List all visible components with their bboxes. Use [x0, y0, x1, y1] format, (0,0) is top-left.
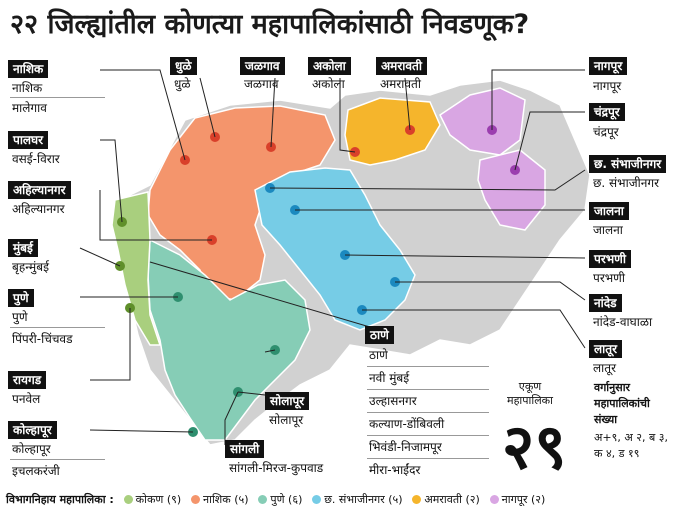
city-amravati: अमरावती: [380, 77, 421, 91]
city-thane: ठाणे: [369, 348, 388, 362]
total-value: २९: [502, 410, 567, 483]
district-header-dhule: धुळे: [170, 57, 197, 75]
legend-item-nashik: नाशिक (५): [202, 493, 249, 506]
city-akola: अकोला: [312, 77, 345, 91]
city-ahilyanagar: अहिल्यानगर: [12, 202, 65, 216]
city-jalna: जालना: [593, 223, 623, 237]
legend-item-amravati: अमरावती (२): [424, 493, 480, 506]
legend: विभागनिहाय महापालिका : कोकण (९) नाशिक (५…: [6, 492, 545, 507]
legend-dot-nashik: [190, 495, 200, 504]
divider: [10, 327, 105, 328]
map-nagpur-region: [439, 87, 526, 156]
map-amravati-region: [344, 97, 441, 166]
legend-item-kokan: कोकण (९): [135, 493, 182, 506]
legend-item-sambhajinagar: छ. संभाजीनगर (५): [324, 493, 403, 506]
city-kolhapur: कोल्हापूर: [12, 442, 51, 456]
legend-dot-pune: [258, 495, 268, 504]
city-mira-bhayandar: मीरा-भाईंदर: [369, 463, 421, 477]
divider: [367, 389, 489, 390]
city-malegaon: मालेगाव: [12, 101, 47, 115]
legend-dot-amravati: [412, 495, 422, 504]
category-heading-2: महापालिकांची: [594, 397, 650, 410]
district-header-mumbai: मुंबई: [8, 239, 38, 257]
total-label-2: महापालिका: [507, 394, 553, 407]
district-header-parbhani: परभणी: [589, 250, 631, 268]
divider: [367, 458, 489, 459]
category-heading-3: संख्या: [594, 413, 618, 426]
city-solapur: सोलापूर: [269, 413, 304, 427]
district-header-latur: लातूर: [589, 340, 622, 358]
divider: [10, 97, 105, 98]
district-header-sangli: सांगली: [225, 440, 265, 458]
divider: [367, 366, 489, 367]
city-dhule: धुळे: [174, 77, 191, 91]
map-leader-lines: [79, 69, 586, 445]
district-header-palghar: पालघर: [8, 131, 49, 149]
city-ulhasnagar: उल्हासनगर: [369, 394, 417, 408]
district-header-sambhajinagar: छ. संभाजीनगर: [589, 155, 667, 173]
city-navi-mumbai: नवी मुंबई: [369, 371, 410, 385]
district-header-raigad: रायगड: [8, 371, 47, 389]
total-label-1: एकूण: [518, 380, 542, 393]
legend-dot-nagpur: [489, 495, 499, 504]
city-jalgaon: जळगाव: [244, 77, 279, 91]
page-title: २२ जिल्ह्यांतील कोणत्या महापालिकांसाठी न…: [10, 9, 530, 40]
city-sambhajinagar: छ. संभाजीनगर: [593, 176, 660, 190]
district-header-jalna: जालना: [589, 202, 629, 220]
legend-item-nagpur: नागपूर (२): [501, 493, 546, 506]
legend-item-pune: पुणे (६): [270, 493, 303, 506]
city-sangli-miraj-kupwad: सांगली-मिरज-कुपवाड: [229, 461, 324, 475]
district-header-nanded: नांदेड: [589, 294, 622, 312]
city-parbhani: परभणी: [593, 271, 625, 285]
map-dots: [115, 125, 520, 437]
city-nanded-waghala: नांदेड-वाघाळा: [593, 315, 653, 329]
city-pune: पुणे: [12, 310, 28, 324]
district-header-amravati: अमरावती: [376, 57, 427, 75]
city-chandrapur: चंद्रपूर: [593, 125, 619, 139]
city-pimpri-chinchwad: पिंपरी-चिंचवड: [12, 332, 73, 346]
legend-dot-sambhajinagar: [312, 495, 322, 504]
map-pune-region: [147, 238, 311, 441]
city-bhiwandi-nizampur: भिवंडी-निजामपूर: [369, 440, 442, 454]
district-header-nagpur: नागपूर: [589, 57, 628, 75]
district-header-chandrapur: चंद्रपूर: [589, 103, 625, 121]
city-kalyan-dombivli: कल्याण-डोंबिवली: [369, 417, 445, 431]
city-vasai-virar: वसई-विरार: [12, 152, 60, 166]
city-panvel: पनवेल: [12, 392, 41, 406]
district-header-jalgaon: जळगाव: [240, 57, 285, 75]
district-header-pune: पुणे: [8, 289, 34, 307]
city-nagpur: नागपूर: [593, 79, 622, 93]
district-header-solapur: सोलापूर: [265, 392, 310, 410]
city-brihanmumbai: बृहन्मुंबई: [12, 260, 49, 274]
category-line-2: क ४, ड १९: [594, 447, 640, 460]
district-header-nashik: नाशिक: [8, 60, 49, 78]
divider: [10, 459, 105, 460]
divider: [367, 435, 489, 436]
legend-label: विभागनिहाय महापालिका :: [6, 493, 114, 506]
category-heading-1: वर्गानुसार: [594, 381, 631, 394]
city-ichalkaranji: इचलकरंजी: [12, 464, 60, 478]
district-header-ahilyanagar: अहिल्यानगर: [8, 181, 71, 199]
city-nashik: नाशिक: [12, 81, 43, 95]
legend-dot-kokan: [123, 495, 133, 504]
city-latur: लातूर: [593, 361, 616, 375]
district-header-thane: ठाणे: [365, 326, 394, 344]
category-line-1: अ+९, अ २, ब ३,: [594, 431, 668, 444]
district-header-kolhapur: कोल्हापूर: [8, 421, 57, 439]
divider: [367, 412, 489, 413]
map-kokan-region: [111, 191, 162, 346]
district-header-akola: अकोला: [308, 57, 351, 75]
